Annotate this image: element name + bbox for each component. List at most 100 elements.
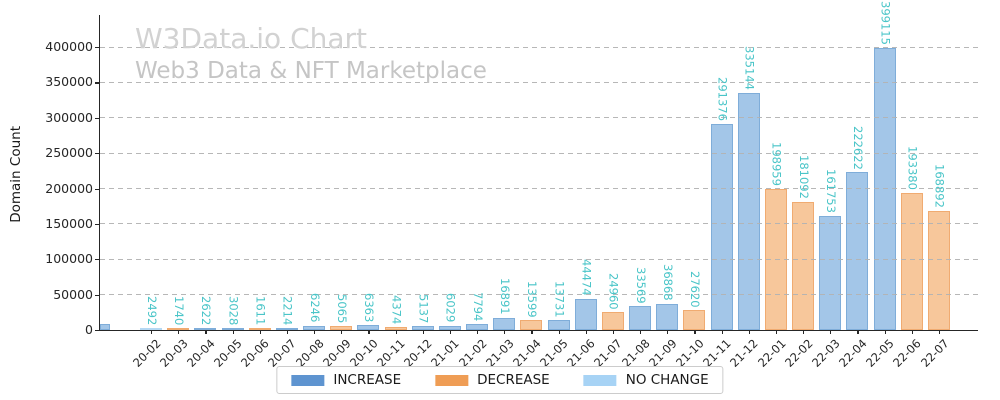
y-tick-label: 200000: [45, 180, 93, 196]
x-tick-label: 21-03: [482, 336, 517, 370]
x-tick-label: 22-06: [890, 336, 924, 370]
x-tick-mark: [504, 330, 506, 334]
bar: [683, 310, 706, 330]
bar: [493, 318, 516, 330]
y-tick-label: 350000: [45, 74, 93, 90]
legend: INCREASE DECREASE NO CHANGE: [276, 366, 724, 394]
bar-value-label: 13731: [552, 280, 567, 318]
bar: [710, 123, 733, 330]
legend-label-increase: INCREASE: [333, 372, 402, 388]
gridline: [100, 223, 978, 225]
x-tick-mark: [232, 330, 234, 334]
x-tick-label: 22-03: [808, 336, 843, 370]
bar-value-label: 13599: [525, 280, 540, 318]
legend-item-increase: INCREASE: [291, 372, 401, 388]
x-tick-mark: [449, 330, 452, 334]
x-tick-mark: [585, 330, 587, 334]
y-tick-label: 100000: [45, 251, 93, 267]
x-tick-label: 21-09: [645, 336, 680, 370]
bar: [221, 327, 244, 330]
y-tick-label: 0: [85, 322, 93, 337]
legend-swatch-decrease-icon: [435, 374, 469, 386]
bar: [384, 326, 407, 330]
bar-value-label: 4374: [389, 294, 404, 324]
bar-value-label: 2492: [144, 295, 159, 326]
x-tick-label: 21-01: [428, 336, 463, 370]
x-tick-label: 20-10: [347, 336, 381, 370]
x-tick-mark: [884, 330, 886, 334]
partial-clipped-bar: [100, 323, 110, 330]
bar-value-label: 6363: [362, 293, 377, 323]
x-tick-label: 20-09: [319, 336, 354, 370]
bar-value-label: 6246: [307, 293, 322, 323]
x-tick-label: 22-05: [863, 336, 897, 370]
legend-item-decrease: DECREASE: [435, 372, 550, 388]
x-tick-label: 21-06: [564, 336, 598, 370]
x-tick-label: 21-02: [455, 336, 490, 370]
gridline: [100, 117, 978, 119]
gridline: [100, 294, 978, 296]
bar: [438, 325, 461, 330]
y-tick-label: 400000: [45, 39, 93, 54]
bar: [601, 312, 624, 330]
gridline: [100, 188, 978, 189]
x-tick-label: 20-07: [265, 336, 300, 370]
bar-value-label: 2622: [199, 295, 214, 326]
x-tick-label: 21-10: [673, 336, 707, 370]
x-tick-label: 21-07: [591, 336, 626, 370]
bar-value-label: 399115: [878, 0, 893, 45]
x-tick-mark: [803, 330, 805, 334]
x-tick-label: 21-04: [510, 336, 544, 370]
bar-value-label: 44474: [579, 258, 594, 296]
bar-value-label: 291376: [715, 76, 730, 121]
y-tick-mark: [95, 294, 99, 296]
bar-value-label: 181092: [796, 154, 811, 199]
bar: [140, 328, 162, 331]
bar-value-label: 24960: [606, 272, 621, 310]
bar-value-label: 16891: [497, 278, 512, 316]
bar-value-label: 1611: [253, 296, 268, 326]
gridline: [100, 46, 978, 48]
x-tick-label: 20-08: [292, 336, 327, 370]
y-tick-mark: [95, 188, 99, 190]
x-tick-mark: [286, 330, 289, 334]
bar: [330, 326, 353, 330]
y-tick-label: 150000: [45, 215, 93, 231]
x-tick-mark: [341, 330, 343, 334]
bar-value-label: 36868: [660, 264, 675, 301]
y-tick-mark: [95, 47, 99, 49]
x-tick-mark: [368, 330, 370, 334]
gridline: [100, 152, 978, 154]
y-tick-label: 250000: [45, 145, 93, 161]
x-tick-label: 20-02: [129, 336, 164, 370]
bar-value-label: 2214: [280, 296, 295, 326]
x-tick-label: 21-05: [537, 336, 571, 370]
bar: [248, 328, 271, 331]
x-tick-mark: [775, 330, 778, 334]
x-tick-mark: [748, 330, 750, 334]
legend-swatch-nochange-icon: [583, 374, 617, 386]
y-tick-mark: [95, 223, 99, 226]
y-tick-label: 50000: [53, 286, 93, 302]
bar: [629, 306, 652, 330]
bar: [819, 215, 842, 330]
y-tick-mark: [95, 330, 99, 332]
x-tick-label: 22-04: [836, 336, 870, 370]
bar: [275, 328, 298, 331]
x-tick-mark: [422, 330, 424, 334]
bar: [520, 320, 543, 330]
x-tick-mark: [830, 330, 832, 334]
x-tick-mark: [151, 330, 153, 334]
bar: [303, 325, 326, 330]
bar: [737, 92, 760, 330]
bar: [927, 210, 950, 330]
x-tick-label: 22-01: [754, 336, 789, 370]
bar: [411, 326, 434, 330]
bar-value-label: 193380: [905, 146, 920, 191]
legend-label-nochange: NO CHANGE: [625, 372, 709, 388]
bar: [574, 298, 597, 330]
bar-value-label: 222622: [851, 125, 866, 170]
bar-value-label: 6029: [443, 293, 458, 323]
x-tick-mark: [477, 330, 479, 334]
